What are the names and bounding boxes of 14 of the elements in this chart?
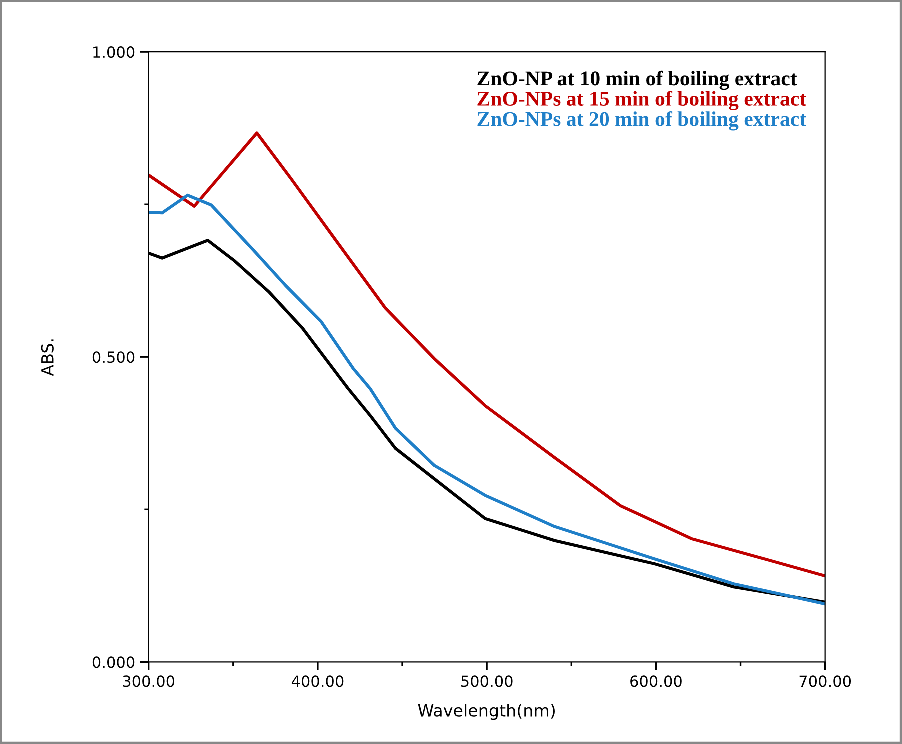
y-axis-title: ABS. (41, 340, 54, 376)
x-tick-label: 400.00 (292, 676, 344, 688)
line-series (148, 132, 826, 578)
text: ZnO-NP at 10 min of boiling extract (478, 70, 798, 90)
x-tick-label: 300.00 (123, 676, 175, 688)
x-tick-label: 500.00 (462, 676, 513, 688)
x-tick-label: 600.00 (630, 676, 682, 688)
y-tick-label: 1.000 (94, 46, 135, 58)
text: ZnO-NPs at 20 min of boiling extract (478, 111, 806, 131)
x-tick-label: 700.00 (800, 676, 852, 688)
text: ZnO-NPs at 15 min of boiling extract (478, 91, 806, 110)
y-tick-label: 0.500 (92, 352, 135, 364)
x-axis-title: Wavelength(nm) (418, 704, 555, 720)
y-tick-label: 0.000 (92, 656, 135, 668)
